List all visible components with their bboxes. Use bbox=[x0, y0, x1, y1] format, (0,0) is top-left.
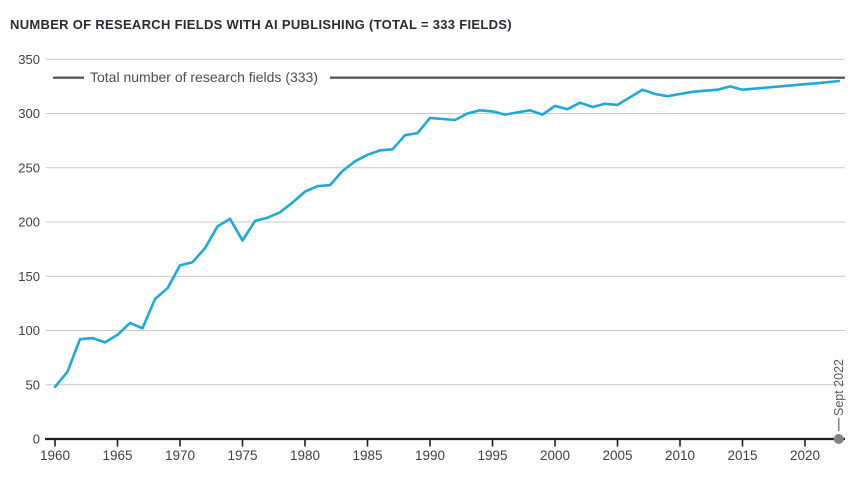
x-axis bbox=[45, 437, 845, 447]
gridlines bbox=[46, 58, 845, 386]
x-tick-label: 2000 bbox=[540, 448, 570, 463]
x-tick-label: 2015 bbox=[727, 448, 757, 463]
y-tick-label: 200 bbox=[18, 215, 40, 230]
y-axis-labels: 0 50 100 150 200 250 300 350 bbox=[18, 52, 40, 447]
x-tick-label: 2005 bbox=[602, 448, 632, 463]
x-tick-label: 1990 bbox=[415, 448, 445, 463]
x-tick-label: 1970 bbox=[165, 448, 195, 463]
reference-line-label: Total number of research fields (333) bbox=[90, 69, 318, 85]
x-tick-label: 1960 bbox=[40, 448, 70, 463]
y-tick-label: 100 bbox=[18, 323, 40, 338]
y-tick-label: 0 bbox=[33, 432, 40, 447]
y-tick-label: 250 bbox=[18, 160, 40, 175]
end-annotation-label: Sept 2022 bbox=[832, 359, 846, 416]
y-tick-label: 50 bbox=[26, 377, 40, 392]
series-line bbox=[53, 79, 841, 389]
x-tick-label: 1995 bbox=[477, 448, 507, 463]
end-annotation bbox=[833, 418, 844, 444]
y-tick-label: 300 bbox=[18, 106, 40, 121]
data-line bbox=[53, 79, 841, 389]
x-tick-label: 1965 bbox=[102, 448, 132, 463]
y-tick-label: 350 bbox=[18, 52, 40, 67]
x-tick-label: 1980 bbox=[290, 448, 320, 463]
end-annotation-dot bbox=[833, 434, 844, 444]
chart-title: NUMBER OF RESEARCH FIELDS WITH AI PUBLIS… bbox=[10, 17, 512, 32]
x-tick-label: 2020 bbox=[790, 448, 820, 463]
x-tick-label: 2010 bbox=[665, 448, 695, 463]
x-axis-labels: 1960 1965 1970 1975 1980 1985 1990 1995 2000 2005… bbox=[40, 448, 820, 463]
x-tick-label: 1985 bbox=[352, 448, 382, 463]
x-tick-label: 1975 bbox=[227, 448, 257, 463]
y-tick-label: 150 bbox=[18, 269, 40, 284]
